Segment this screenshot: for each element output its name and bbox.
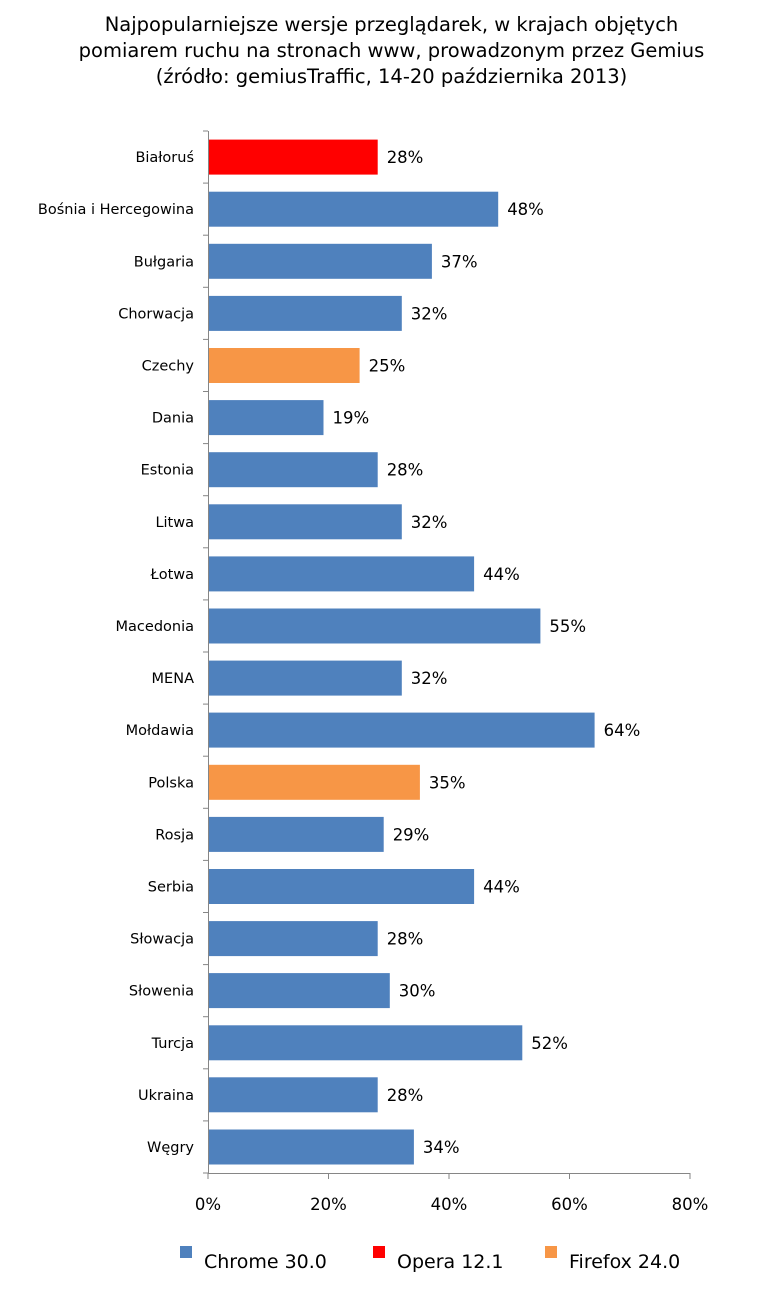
data-label: 34% [423,1138,460,1157]
chart-title-line-3: (źródło: gemiusTraffic, 14-20 październi… [155,65,628,88]
data-label: 30% [399,982,436,1001]
x-tick-label: 20% [310,1195,347,1214]
category-label: MENA [152,671,195,687]
category-label: Macedonia [116,619,194,635]
legend-label: Firefox 24.0 [569,1251,680,1273]
data-label: 32% [411,669,448,688]
data-label: 44% [483,565,520,584]
data-label: 28% [387,1086,424,1105]
data-label: 64% [604,721,641,740]
legend-swatch [373,1246,385,1258]
category-label: Serbia [148,880,194,896]
bar [209,400,324,436]
chart-title-line-1: Najpopularniejsze wersje przeglądarek, w… [104,13,679,36]
category-label: Ukraina [138,1088,194,1104]
category-label: Mołdawia [126,723,194,739]
bar [209,1025,523,1061]
bar [209,295,402,331]
bar [209,1129,414,1165]
data-label: 28% [387,148,424,167]
data-label: 25% [369,357,406,376]
chart-title-line-2: pomiarem ruchu na stronach www, prowadzo… [78,39,705,62]
legend-label: Opera 12.1 [397,1251,504,1273]
category-label: Białoruś [135,150,194,166]
bar [209,712,595,748]
category-label: Bośnia i Hercegowina [38,202,194,218]
data-label: 52% [531,1034,568,1053]
bar [209,452,378,488]
category-label: Chorwacja [118,306,194,322]
legend: Chrome 30.0 Opera 12.1 Firefox 24.0 [180,1246,680,1273]
category-label: Litwa [155,515,194,531]
x-tick-label: 40% [431,1195,468,1214]
bar [209,504,402,540]
legend-swatch [545,1246,557,1258]
bar [209,556,475,592]
bar [209,1077,378,1113]
bar [209,139,378,175]
data-label: 48% [507,200,544,219]
legend-swatch [180,1246,192,1258]
bar [209,191,499,227]
chart-title: Najpopularniejsze wersje przeglądarek, w… [0,12,783,90]
data-label: 28% [387,930,424,949]
bar [209,608,541,644]
category-label: Łotwa [150,567,194,583]
data-label: 32% [411,513,448,532]
bar [209,973,390,1009]
category-label: Węgry [147,1140,194,1156]
data-label: 44% [483,878,520,897]
data-label: 35% [429,773,466,792]
category-label: Estonia [141,463,194,479]
category-label: Polska [148,775,194,791]
category-label: Turcja [151,1036,194,1052]
data-label: 55% [549,617,586,636]
data-label: 19% [333,409,370,428]
data-label: 32% [411,304,448,323]
bar [209,660,402,696]
bar [209,243,432,279]
bar [209,348,360,383]
x-tick-label: 80% [672,1195,709,1214]
data-label: 37% [441,252,478,271]
bar [209,816,384,852]
bar [209,921,378,957]
data-label: 28% [387,461,424,480]
category-label: Dania [152,411,194,427]
category-label: Rosja [155,827,194,843]
x-tick-label: 60% [551,1195,588,1214]
category-label: Słowenia [129,984,194,1000]
plot-area: Białoruś 28% Bośnia i Hercegowina 48% Bułgar… [38,130,709,1214]
category-label: Czechy [142,359,195,375]
bar [209,869,475,904]
data-label: 29% [393,825,430,844]
bar [209,764,420,800]
legend-label: Chrome 30.0 [204,1251,327,1273]
category-label: Bułgaria [134,254,194,270]
x-tick-label: 0% [195,1195,221,1214]
category-label: Słowacja [130,932,194,948]
